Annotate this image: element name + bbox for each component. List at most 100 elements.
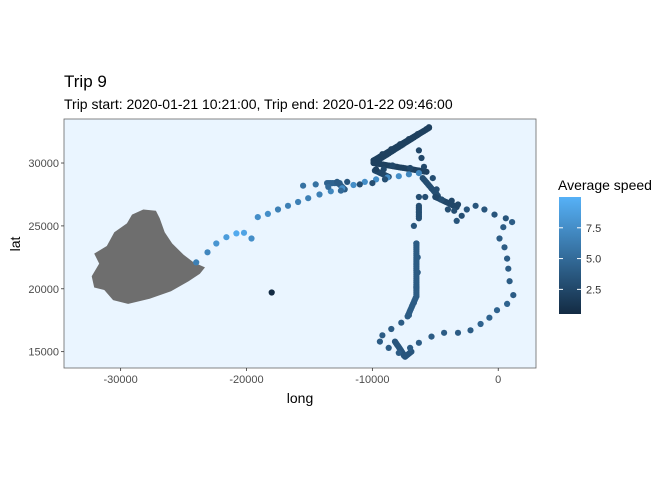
plot-panel-border xyxy=(63,118,537,369)
data-point xyxy=(502,215,509,222)
data-point xyxy=(486,314,493,321)
data-point xyxy=(388,146,395,153)
data-point xyxy=(405,136,412,143)
data-point xyxy=(373,166,380,173)
y-axis-title: lat xyxy=(7,237,23,252)
data-point xyxy=(428,333,435,340)
data-point xyxy=(381,176,389,183)
data-point xyxy=(400,352,407,359)
data-point xyxy=(415,339,422,346)
data-point xyxy=(370,157,377,164)
legend-colorbar xyxy=(559,197,581,314)
y-tick-label: 30000 xyxy=(28,158,59,170)
data-point xyxy=(413,284,420,291)
data-point xyxy=(453,217,460,224)
data-point xyxy=(312,181,319,188)
data-point xyxy=(414,269,421,276)
data-point xyxy=(429,175,436,182)
data-point xyxy=(420,163,428,170)
x-tick-label: -20000 xyxy=(229,374,263,386)
data-point xyxy=(422,193,429,201)
data-point xyxy=(385,344,392,351)
data-point xyxy=(407,164,414,172)
x-tick-label: -10000 xyxy=(355,374,389,386)
data-point xyxy=(433,186,440,193)
data-point xyxy=(458,212,465,219)
data-point xyxy=(398,319,405,326)
speed-legend: Average speed 2.5 5.0 7.5 xyxy=(558,177,652,314)
data-point xyxy=(254,214,261,221)
data-point xyxy=(223,234,230,241)
data-point xyxy=(204,249,211,256)
data-point xyxy=(410,222,417,229)
data-point xyxy=(506,278,513,285)
data-point xyxy=(376,338,383,345)
data-point xyxy=(248,235,255,242)
data-point xyxy=(397,141,404,148)
data-point xyxy=(463,206,470,213)
data-point xyxy=(369,180,376,187)
data-point xyxy=(337,187,344,194)
data-point xyxy=(415,170,422,177)
x-tick-label: -30000 xyxy=(104,374,138,386)
legend-title: Average speed xyxy=(558,177,652,193)
data-point xyxy=(410,299,417,306)
data-point xyxy=(388,325,395,333)
chart-title: Trip 9 xyxy=(64,72,107,91)
data-point xyxy=(379,332,386,339)
data-point xyxy=(350,181,357,189)
data-point xyxy=(444,206,451,213)
data-point xyxy=(438,196,445,203)
x-tick-label: 0 xyxy=(495,374,501,386)
data-point xyxy=(414,131,421,138)
data-point xyxy=(504,255,511,262)
data-point xyxy=(504,300,511,307)
data-point xyxy=(481,206,488,213)
land-polygon xyxy=(91,209,205,304)
legend-tick-label: 5.0 xyxy=(586,254,601,266)
data-point xyxy=(356,181,363,188)
data-point xyxy=(395,349,402,356)
data-point xyxy=(414,254,421,261)
data-point xyxy=(344,178,351,185)
data-point xyxy=(395,173,402,180)
data-point xyxy=(268,289,275,296)
y-tick-label: 20000 xyxy=(28,284,59,296)
data-point xyxy=(305,195,312,202)
chart-subtitle: Trip start: 2020-01-21 10:21:00, Trip en… xyxy=(64,96,453,112)
y-axis: 15000 20000 25000 30000 xyxy=(28,158,64,359)
y-tick-label: 15000 xyxy=(28,347,59,359)
data-point xyxy=(405,171,412,178)
data-point xyxy=(233,230,240,237)
y-tick-label: 25000 xyxy=(28,221,59,233)
x-axis-title: long xyxy=(287,390,313,406)
data-point xyxy=(274,206,282,213)
data-point xyxy=(441,329,448,336)
data-point xyxy=(316,191,323,198)
legend-ticks: 2.5 5.0 7.5 xyxy=(559,223,601,296)
data-point xyxy=(240,229,248,236)
data-point xyxy=(213,240,220,247)
data-point xyxy=(508,219,516,226)
data-point xyxy=(405,312,412,319)
data-point xyxy=(379,151,386,158)
data-point xyxy=(454,201,462,208)
trip-points xyxy=(193,124,517,359)
data-point xyxy=(500,224,507,231)
data-point xyxy=(418,154,425,162)
data-point xyxy=(477,320,484,328)
data-point xyxy=(472,202,479,209)
data-point xyxy=(415,147,422,154)
data-point xyxy=(264,210,271,217)
legend-tick-label: 2.5 xyxy=(586,284,601,296)
data-point xyxy=(467,327,474,334)
data-point xyxy=(380,166,387,173)
data-point xyxy=(284,202,292,209)
data-point xyxy=(300,182,307,189)
data-point xyxy=(415,193,422,201)
data-point xyxy=(448,197,455,204)
data-point xyxy=(361,178,368,185)
data-point xyxy=(413,240,420,247)
track-point xyxy=(415,215,422,222)
